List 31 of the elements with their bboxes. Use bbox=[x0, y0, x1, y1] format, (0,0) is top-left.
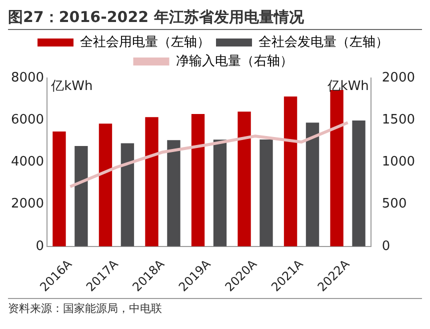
bar bbox=[98, 124, 112, 246]
legend-label: 净输入电量（右轴） bbox=[176, 54, 293, 69]
bar bbox=[352, 120, 366, 246]
chart-title: 图27：2016-2022 年江苏省发用电量情况 bbox=[8, 8, 422, 30]
y-tick-label: 6000 bbox=[10, 112, 44, 128]
y2-tick-label: 0 bbox=[382, 238, 390, 254]
bar bbox=[330, 90, 344, 246]
y-tick-label: 2000 bbox=[10, 196, 44, 212]
bar bbox=[284, 96, 298, 246]
bar bbox=[238, 112, 251, 246]
bar bbox=[74, 146, 88, 246]
legend-label: 全社会用电量（左轴） bbox=[80, 34, 210, 50]
y-tick-label: 0 bbox=[36, 238, 44, 254]
y2-tick-label: 1500 bbox=[382, 112, 416, 128]
y2-tick-label: 500 bbox=[382, 196, 407, 212]
bar bbox=[260, 139, 273, 246]
bar bbox=[52, 131, 66, 246]
bar bbox=[145, 117, 158, 246]
y-axis-title: 亿kWh bbox=[50, 78, 93, 94]
bar bbox=[120, 143, 134, 246]
bar bbox=[213, 140, 227, 246]
bar bbox=[167, 140, 180, 246]
y2-tick-label: 2000 bbox=[382, 70, 416, 86]
text: 资料来源：国家能源局，中电联 bbox=[8, 298, 422, 316]
y-tick-label: 4000 bbox=[10, 154, 44, 170]
y-tick-label: 8000 bbox=[10, 70, 44, 86]
legend-label: 全社会发电量（左轴） bbox=[258, 34, 388, 50]
bar bbox=[306, 122, 320, 246]
y2-axis-title: 亿kWh bbox=[326, 78, 369, 94]
bar bbox=[191, 114, 205, 246]
y2-tick-label: 1000 bbox=[382, 154, 416, 170]
